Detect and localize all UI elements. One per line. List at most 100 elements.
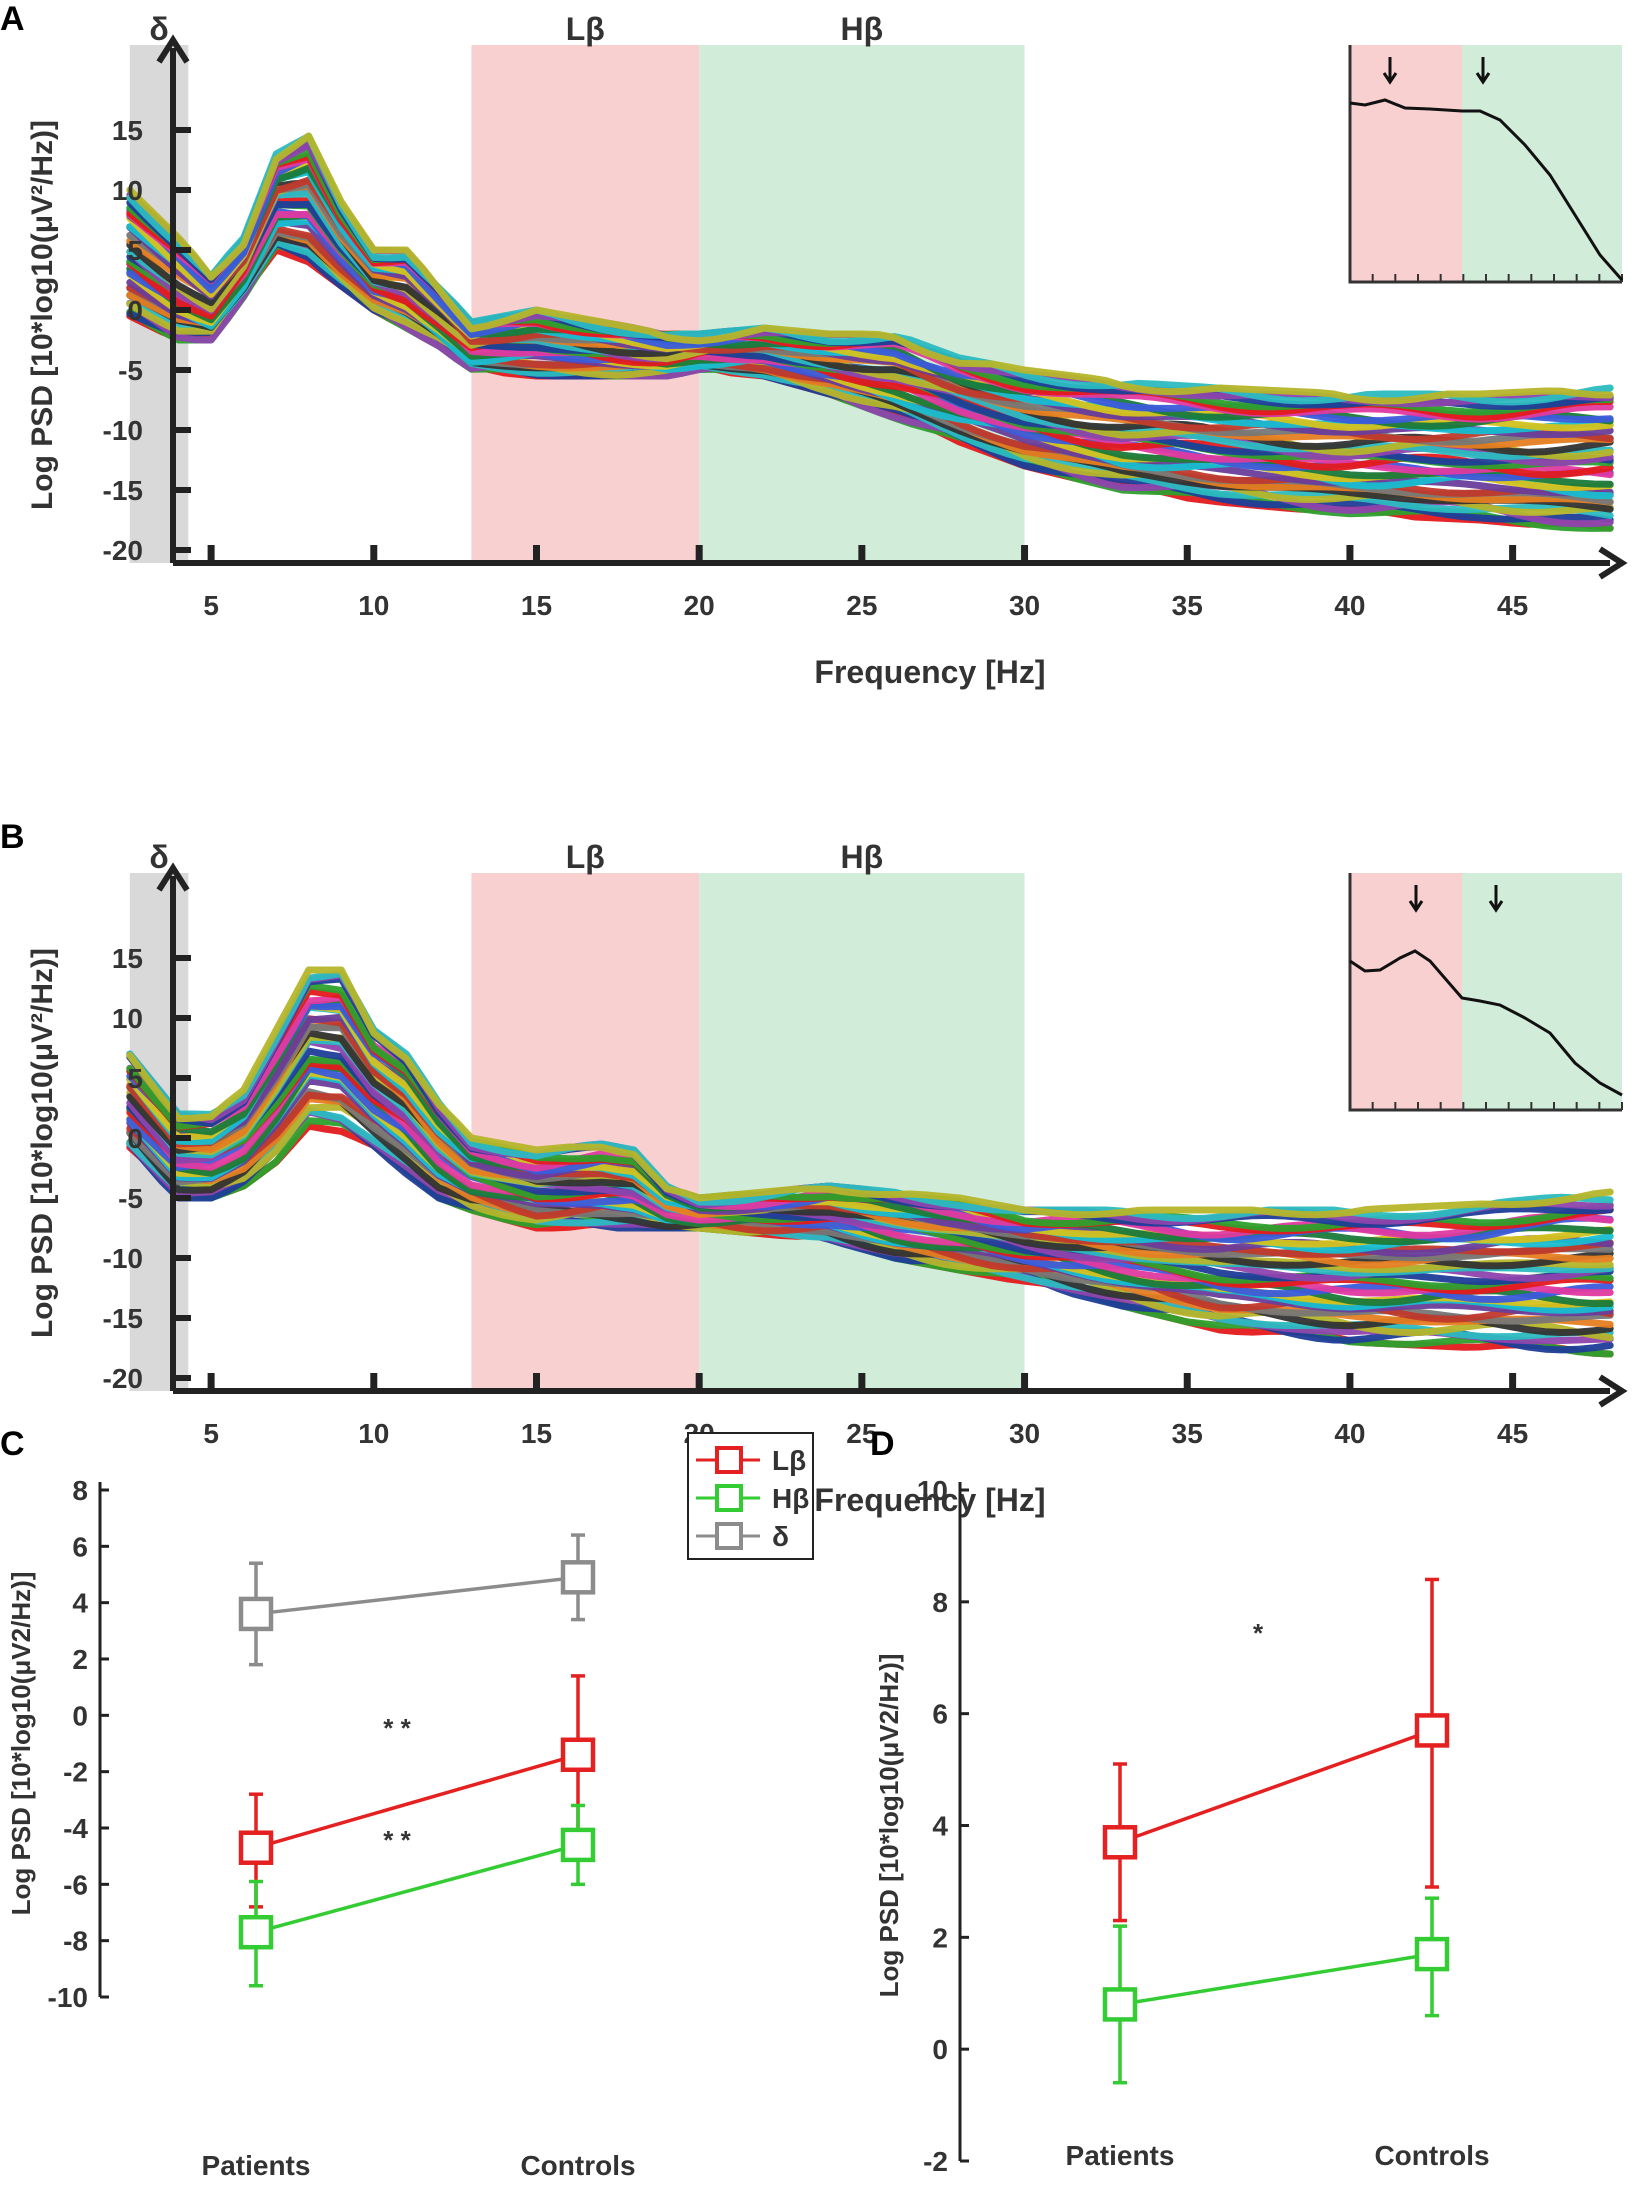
inset-spectrum-line [1349,98,1624,281]
x-tick-label: 10 [358,1418,389,1449]
data-point-marker [560,1827,596,1863]
x-tick-label: 45 [1497,590,1528,621]
x-tick-label: 40 [1334,1418,1365,1449]
panel-c: C 8 6 4 2 0 -2 -4 -6 -8 -10 Patients Controls Log PSD… [0,1425,814,2181]
y-tick-label: 10 [917,1475,948,1506]
psd-channel-line [126,132,1614,406]
x-tick-label: 5 [203,1418,219,1449]
y-axis-title: Log PSD [10*log10(μV2/Hz)] [874,1654,904,1998]
inset-low-beta-region [1350,45,1462,282]
panel-d: D 10 8 6 4 2 0 -2 Patients Controls Log PSD [10*lo… [870,1425,1490,2177]
band-region-1 [471,45,700,563]
series-line-0 [255,1753,579,1850]
band-label: Lβ [566,11,605,47]
category-label-controls: Controls [520,2150,635,2181]
psd-channel-line [126,197,1614,479]
data-point-marker [238,1914,274,1950]
y-tick-label: 2 [72,1644,88,1675]
psd-channel-line [126,1091,1614,1336]
y-tick-label: 8 [72,1475,88,1506]
y-axis-title: Log PSD [10*log10(μV2/Hz)] [6,1572,36,1916]
y-axis-title: Log PSD [10*log10(μV²/Hz)] [26,120,59,510]
x-tick-label: 25 [846,1418,877,1449]
x-tick-label: 15 [521,1418,552,1449]
legend-marker [715,1484,743,1512]
y-tick-label: 4 [72,1588,88,1619]
panel-b: δLβHβ51015202530354045151050-5-10-15-20F… [0,818,1628,1518]
band-label: Hβ [841,839,884,875]
x-tick-label: 35 [1172,1418,1203,1449]
legend-entry-label: δ [772,1521,789,1552]
y-tick-label: 5 [127,235,143,266]
band-label: Lβ [566,839,605,875]
x-tick-label: 20 [684,590,715,621]
y-tick-label: -6 [63,1869,88,1900]
y-tick-label: 0 [127,1123,143,1154]
x-tick-label: 30 [1009,1418,1040,1449]
y-tick-label: -4 [63,1813,88,1844]
panel-label-c: C [0,1425,25,1463]
category-label-patients: Patients [1066,2140,1175,2171]
x-axis-title: Frequency [Hz] [814,654,1045,690]
y-tick-label: 5 [127,1063,143,1094]
inset-arrow-icon [1408,885,1424,913]
y-tick-label: -10 [103,415,143,446]
data-point-marker [1414,1936,1450,1972]
y-tick-label: 4 [932,1811,948,1842]
x-tick-label: 40 [1334,590,1365,621]
y-axis-title: Log PSD [10*log10(μV²/Hz)] [26,948,59,1338]
y-tick-label: 10 [112,175,143,206]
inset-spectrum-line [1349,949,1623,1097]
y-axis-arrow [156,862,190,892]
inset-arrow-icon [1382,57,1398,85]
psd-channel-line [126,132,1614,405]
inset-arrow-icon [1475,57,1491,85]
category-label-patients: Patients [202,2150,311,2181]
y-axis-arrow [156,34,190,64]
panel-label-a: A [0,0,25,38]
inset-arrow-icon [1488,885,1504,913]
x-axis-title: Frequency [Hz] [814,1482,1045,1518]
panel-a: δ Lβ Hβ 5 10 15 20 25 30 35 40 45 15 10 5 0 -5 -10 -15 -20 F… [0,0,1628,690]
y-tick-label: -10 [103,1243,143,1274]
legend: Lβ Hβ δ [687,1432,814,1560]
category-label-controls: Controls [1374,2140,1489,2171]
y-tick-label: 10 [112,1003,143,1034]
series-line-1 [255,1843,579,1934]
band-label: δ [149,839,168,875]
data-point-marker [1414,1713,1450,1748]
y-tick-label: -5 [118,1183,143,1214]
y-tick-label: -5 [118,355,143,386]
x-axis-arrow [1598,546,1628,580]
data-point-marker [560,1737,596,1773]
band-region-2 [699,873,1025,1391]
y-tick-label: -20 [103,535,143,566]
y-tick-label: 15 [112,115,143,146]
y-tick-label: -8 [63,1926,88,1957]
y-tick-label: 0 [932,2034,948,2065]
psd-channel-line [126,966,1614,1219]
y-tick-label: 8 [932,1587,948,1618]
legend-entry-label: Lβ [772,1445,806,1476]
legend-box [687,1432,814,1560]
panel-label-d: D [870,1425,895,1463]
y-tick-label: -20 [103,1363,143,1394]
x-tick-label: 35 [1172,590,1203,621]
x-axis-arrow [1598,1374,1628,1408]
data-point-marker [238,1596,274,1632]
data-point-marker [1102,1987,1138,2022]
band-label: Hβ [841,11,884,47]
band-region-1 [471,873,700,1391]
inset-high-beta-region [1462,873,1622,1110]
x-tick-label: 30 [1009,590,1040,621]
legend-entry-label: Hβ [772,1483,809,1514]
x-tick-label: 15 [521,590,552,621]
series-line-2 [255,1575,579,1616]
panel-label-b: B [0,818,25,856]
y-tick-label: -10 [48,1982,88,2013]
band-label: δ [149,11,168,47]
significance-marker: * * [383,1825,411,1855]
y-tick-label: 2 [932,1922,948,1953]
x-tick-label: 25 [846,590,877,621]
